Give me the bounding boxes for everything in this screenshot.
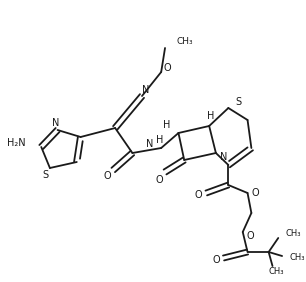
Text: S: S (42, 170, 48, 180)
Text: N: N (52, 118, 59, 128)
Text: O: O (163, 63, 171, 73)
Text: O: O (212, 255, 220, 265)
Text: S: S (235, 97, 241, 107)
Text: H: H (155, 135, 163, 145)
Text: N: N (142, 85, 150, 95)
Text: H: H (207, 111, 215, 121)
Text: H₂N: H₂N (7, 138, 26, 148)
Text: CH₃: CH₃ (286, 230, 301, 239)
Text: O: O (104, 171, 111, 181)
Text: O: O (247, 231, 254, 241)
Text: CH₃: CH₃ (177, 38, 193, 47)
Text: H: H (163, 120, 171, 130)
Text: CH₃: CH₃ (269, 268, 284, 276)
Text: O: O (195, 190, 203, 200)
Text: O: O (155, 175, 163, 185)
Text: O: O (252, 188, 259, 198)
Text: N: N (220, 152, 227, 162)
Text: CH₃: CH₃ (290, 252, 305, 261)
Text: N: N (146, 139, 153, 149)
